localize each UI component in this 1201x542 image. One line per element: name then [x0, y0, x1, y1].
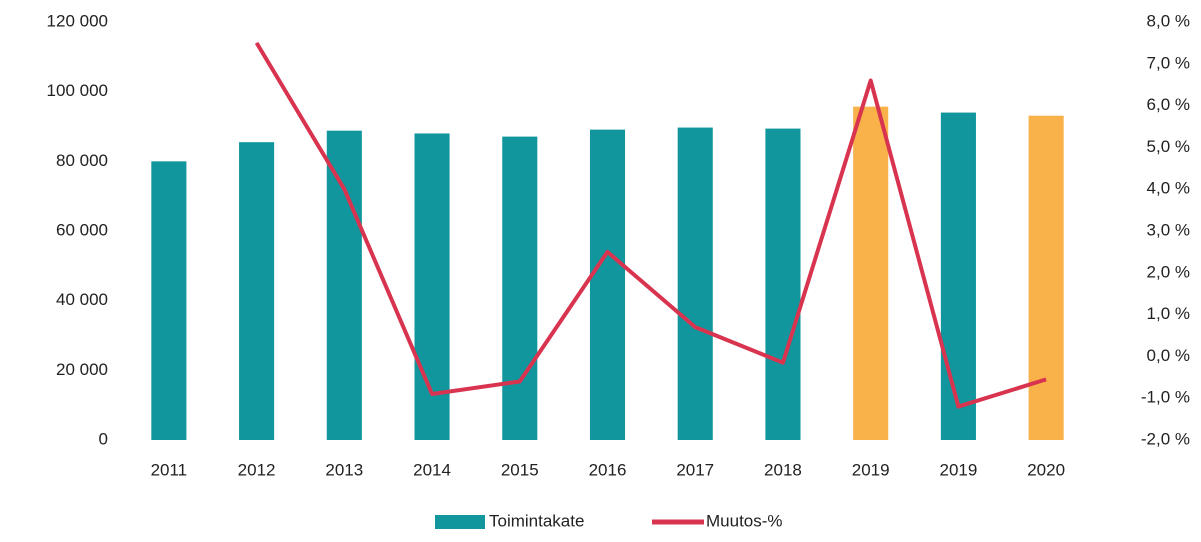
- legend-label: Toimintakate: [489, 511, 584, 530]
- bar: [940, 112, 976, 441]
- bar: [589, 129, 626, 440]
- y2-tick-label: -1,0 %: [1141, 388, 1190, 407]
- y2-tick-label: 4,0 %: [1147, 179, 1190, 198]
- bar: [414, 133, 450, 440]
- y2-tick-label: 7,0 %: [1147, 53, 1190, 72]
- y2-tick-label: 3,0 %: [1147, 220, 1190, 239]
- bar: [151, 161, 187, 441]
- bar: [502, 136, 538, 440]
- x-tick-label: 2017: [676, 460, 714, 479]
- x-tick-label: 2014: [413, 460, 451, 479]
- x-tick-label: 2019: [852, 460, 890, 479]
- x-tick-label: 2012: [238, 460, 276, 479]
- y-tick-label: 60 000: [56, 220, 108, 239]
- y-tick-label: 0: [99, 429, 108, 448]
- bar: [765, 128, 801, 440]
- bar: [1028, 115, 1064, 441]
- y-tick-label: 20 000: [56, 360, 108, 379]
- legend-label: Muutos-%: [706, 511, 783, 530]
- y-tick-label: 100 000: [47, 81, 108, 100]
- x-tick-label: 2020: [1027, 460, 1065, 479]
- x-tick-label: 2015: [501, 460, 539, 479]
- y-tick-label: 120 000: [47, 11, 108, 30]
- y2-tick-label: 6,0 %: [1147, 95, 1190, 114]
- bar: [853, 106, 889, 441]
- bar: [677, 127, 713, 441]
- x-tick-label: 2019: [939, 460, 977, 479]
- legend-swatch: [435, 515, 485, 529]
- y-tick-label: 80 000: [56, 151, 108, 170]
- bar: [239, 142, 275, 441]
- y2-tick-label: -2,0 %: [1141, 429, 1190, 448]
- bar: [326, 130, 362, 440]
- x-tick-label: 2013: [325, 460, 363, 479]
- y-tick-label: 40 000: [56, 290, 108, 309]
- x-tick-label: 2016: [589, 460, 627, 479]
- x-tick-label: 2018: [764, 460, 802, 479]
- y2-tick-label: 0,0 %: [1147, 346, 1190, 365]
- y2-tick-label: 5,0 %: [1147, 137, 1190, 156]
- y2-tick-label: 1,0 %: [1147, 304, 1190, 323]
- line: [254, 41, 1047, 409]
- x-tick-label: 2011: [151, 460, 188, 479]
- y2-tick-label: 2,0 %: [1147, 262, 1190, 281]
- y2-tick-label: 8,0 %: [1147, 11, 1190, 30]
